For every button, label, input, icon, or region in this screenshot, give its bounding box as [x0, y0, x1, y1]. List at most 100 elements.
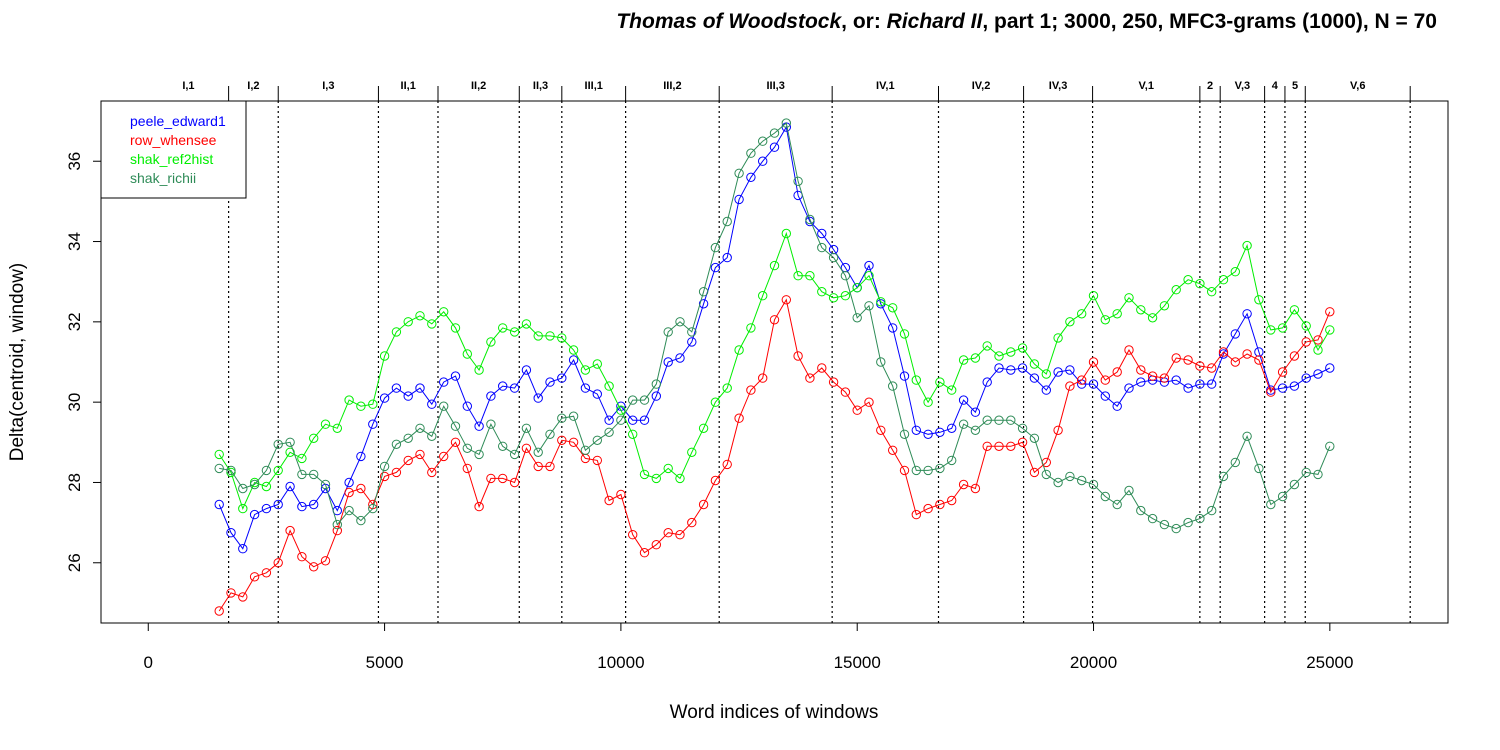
data-point — [651, 391, 661, 401]
data-point — [474, 365, 484, 375]
data-point — [935, 499, 945, 510]
data-point — [1207, 363, 1217, 373]
x-axis-label: Word indices of windows — [670, 702, 879, 723]
data-point — [557, 435, 567, 445]
data-point — [249, 509, 260, 520]
data-point — [639, 415, 650, 425]
data-point — [285, 481, 295, 492]
data-point — [356, 401, 366, 411]
data-point — [450, 421, 461, 431]
data-point — [580, 445, 591, 455]
y-tick-label: 36 — [65, 152, 84, 171]
legend-entry: shak_ref2hist — [130, 151, 213, 167]
data-point — [1195, 379, 1205, 389]
scene-label: II,3 — [533, 80, 548, 92]
legend-entry: peele_edward1 — [130, 113, 226, 129]
data-point — [888, 381, 898, 391]
data-point — [1230, 357, 1241, 367]
scene-label: V,1 — [1138, 80, 1154, 92]
data-point — [592, 435, 602, 445]
data-point — [1065, 365, 1075, 375]
data-point — [568, 355, 579, 365]
scene-boundaries — [228, 86, 1411, 623]
data-point — [687, 517, 697, 528]
data-point — [439, 451, 449, 462]
data-point — [864, 260, 874, 271]
data-point — [1242, 349, 1252, 359]
data-point — [509, 477, 520, 488]
series-line — [218, 125, 1331, 550]
data-point — [1124, 383, 1134, 393]
data-point — [261, 481, 272, 492]
data-point — [888, 445, 898, 455]
data-point — [1195, 279, 1205, 289]
data-point — [958, 479, 969, 490]
data-point — [1277, 383, 1288, 393]
data-point — [947, 455, 957, 466]
data-point — [462, 463, 472, 474]
data-point — [817, 228, 827, 239]
data-point — [379, 393, 390, 403]
data-point — [722, 252, 732, 263]
data-point — [1065, 317, 1075, 327]
data-point — [1088, 291, 1099, 301]
data-point — [1218, 471, 1229, 482]
legend-box — [100, 100, 247, 199]
data-point — [1053, 367, 1063, 377]
data-point — [710, 262, 721, 273]
data-point — [639, 548, 650, 558]
data-point — [1183, 517, 1193, 528]
data-point — [427, 431, 437, 441]
data-point — [1171, 353, 1181, 363]
data-point — [309, 499, 319, 510]
plot-series — [214, 118, 1335, 616]
scene-label: 5 — [1292, 80, 1298, 92]
data-point — [415, 449, 425, 460]
data-point — [923, 429, 933, 439]
data-point — [320, 479, 331, 490]
data-point — [297, 453, 307, 464]
data-point — [899, 429, 910, 439]
data-point — [1006, 441, 1016, 451]
data-point — [509, 383, 520, 393]
data-point — [722, 459, 732, 470]
data-point — [427, 467, 437, 478]
data-point — [509, 327, 520, 337]
data-point — [1136, 505, 1146, 516]
chart-title: Thomas of Woodstock, or: Richard II, par… — [616, 10, 1437, 33]
data-point — [391, 467, 402, 478]
scene-label: I,1 — [182, 80, 194, 92]
data-point — [604, 381, 614, 391]
data-point — [332, 423, 342, 433]
data-point — [1289, 351, 1300, 361]
data-point — [1171, 375, 1181, 385]
data-point — [746, 323, 756, 333]
data-point — [1183, 355, 1193, 365]
data-point — [568, 437, 579, 447]
y-tick-label: 26 — [65, 553, 84, 572]
data-point — [344, 395, 354, 405]
data-point — [1147, 513, 1158, 524]
data-point — [805, 373, 815, 383]
data-point — [675, 473, 685, 484]
data-point — [1065, 381, 1075, 391]
data-point — [958, 419, 969, 429]
data-point — [1207, 287, 1217, 297]
title-segment: Thomas of Woodstock — [616, 10, 842, 33]
data-point — [261, 503, 272, 514]
data-point — [1230, 329, 1241, 339]
data-point — [521, 423, 532, 433]
data-point — [698, 499, 709, 510]
data-point — [923, 503, 933, 514]
data-point — [734, 194, 744, 205]
data-point — [604, 427, 614, 437]
data-point — [888, 323, 898, 333]
data-point — [1147, 371, 1158, 381]
data-point — [687, 327, 697, 337]
data-point — [1277, 323, 1288, 333]
data-point — [628, 415, 638, 425]
data-point — [864, 301, 874, 311]
data-point — [935, 377, 945, 387]
x-axis: 0 5000 10000 15000 20000 25000 — [144, 622, 1353, 672]
